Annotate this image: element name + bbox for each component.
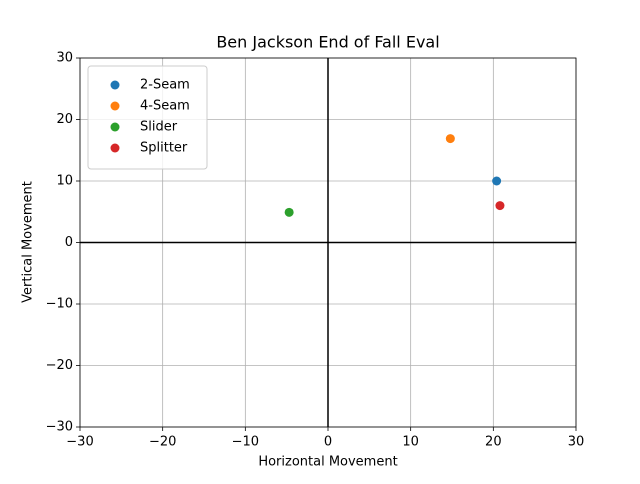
y-tick-label: −30 <box>46 420 73 435</box>
x-tick-label: −10 <box>232 435 259 450</box>
x-tick-label: −30 <box>66 435 93 450</box>
legend-marker <box>110 143 120 153</box>
legend-label: Splitter <box>140 141 188 156</box>
x-axis-label: Horizontal Movement <box>258 455 397 470</box>
point <box>284 207 294 217</box>
x-tick-label: 30 <box>568 435 585 450</box>
y-tick-label: 10 <box>56 174 73 189</box>
point <box>445 134 455 144</box>
legend-marker <box>110 80 120 90</box>
legend-marker <box>110 122 120 132</box>
y-tick-label: 0 <box>65 235 73 250</box>
chart-title: Ben Jackson End of Fall Eval <box>216 33 439 52</box>
y-tick-label: 30 <box>56 51 73 66</box>
x-tick-label: −20 <box>149 435 176 450</box>
y-tick-label: −20 <box>46 358 73 373</box>
y-tick-label: 20 <box>56 112 73 127</box>
plot-frame <box>79 57 577 428</box>
point <box>495 201 505 211</box>
y-tick-label: −10 <box>46 297 73 312</box>
legend-box <box>87 65 208 170</box>
x-tick-label: 20 <box>485 435 502 450</box>
point <box>492 176 502 186</box>
x-tick-label: 10 <box>402 435 419 450</box>
legend-marker <box>110 101 120 111</box>
y-axis-label: Vertical Movement <box>21 181 36 303</box>
legend-label: 2-Seam <box>140 78 190 93</box>
legend-label: Slider <box>140 120 178 135</box>
legend-label: 4-Seam <box>140 99 190 114</box>
x-tick-label: 0 <box>324 435 332 450</box>
